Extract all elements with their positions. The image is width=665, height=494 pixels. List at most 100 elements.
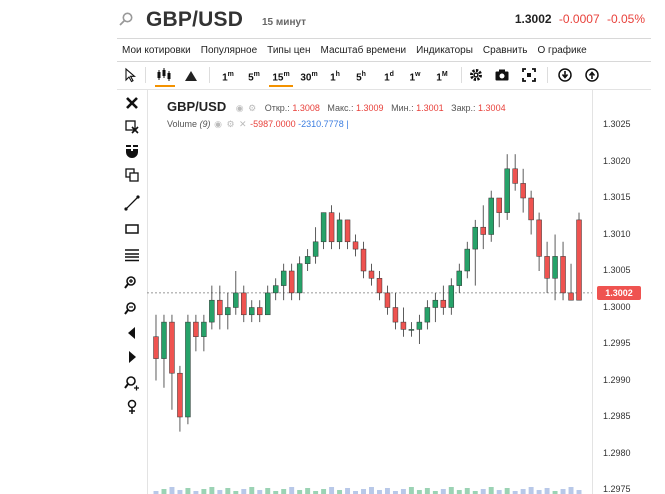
- candle: [177, 365, 183, 432]
- candle: [400, 307, 407, 337]
- interval-5h[interactable]: 5h: [356, 71, 366, 84]
- interval-1d[interactable]: 1d: [384, 71, 394, 84]
- fibonacci-lines-icon[interactable]: [123, 246, 141, 264]
- candle: [201, 314, 207, 352]
- interval-1h[interactable]: 1h: [330, 71, 340, 84]
- price-axis[interactable]: 1.3025 1.3020 1.3015 1.3010 1.3005 1.3000 1.29…: [592, 90, 651, 494]
- candle: [344, 219, 351, 250]
- price-tick-label: 1.3020: [603, 155, 631, 166]
- menu-about-chart[interactable]: О графике: [537, 44, 587, 56]
- remove-drawing-icon[interactable]: [123, 118, 141, 136]
- settings-gear-icon[interactable]: [468, 65, 484, 85]
- fullscreen-icon[interactable]: [521, 65, 537, 85]
- menu-compare[interactable]: Сравнить: [482, 44, 528, 56]
- zoom-reset-icon[interactable]: [123, 374, 141, 392]
- camera-icon[interactable]: [494, 65, 510, 85]
- chart-legend: GBP/USD ◉ ⚙ Откр.: 1.3008 Макс.: 1.3009 …: [167, 99, 506, 114]
- menu-price-types[interactable]: Типы цен: [267, 44, 311, 56]
- interval-1w[interactable]: 1w: [409, 71, 421, 84]
- toolbar-separator: [209, 67, 210, 83]
- scroll-left-icon[interactable]: [123, 324, 141, 342]
- candle: [161, 314, 167, 388]
- candle: [360, 241, 367, 279]
- volume-bar: [520, 489, 526, 494]
- volume-period: (9): [199, 119, 211, 129]
- menu-my-quotes[interactable]: Мои котировки: [122, 44, 191, 56]
- candle: [225, 292, 231, 330]
- candle: [472, 219, 478, 286]
- upload-cloud-icon[interactable]: [584, 65, 600, 85]
- zoom-in-icon[interactable]: [123, 274, 141, 292]
- volume-bar: [568, 487, 574, 494]
- interval-1M[interactable]: 1M: [436, 71, 448, 84]
- visibility-eye-icon[interactable]: ◉: [214, 119, 222, 129]
- interval-15m[interactable]: 15m: [269, 65, 293, 87]
- candle: [456, 263, 463, 293]
- volume-bar: [361, 489, 366, 494]
- quote-summary: 1.3002 -0.0007 -0.05%: [515, 12, 645, 26]
- visibility-eye-icon[interactable]: ◉: [235, 103, 244, 113]
- price-tick-label: 1.2995: [603, 338, 631, 348]
- area-chart-icon[interactable]: [183, 65, 199, 85]
- volume-bar: [424, 488, 430, 494]
- candle: [288, 263, 295, 301]
- zoom-out-icon[interactable]: [123, 300, 141, 318]
- candle: [209, 285, 215, 330]
- volume-bar: [576, 490, 582, 494]
- volume-bar: [337, 490, 343, 494]
- candle: [304, 249, 311, 271]
- legend-high-label: Макс.:: [327, 103, 354, 113]
- menu-popular[interactable]: Популярное: [200, 44, 258, 56]
- trend-line-icon[interactable]: [123, 194, 141, 212]
- candle: [552, 234, 558, 301]
- settings-gear-icon[interactable]: ⚙: [248, 103, 257, 113]
- candle: [408, 322, 415, 337]
- volume-bar: [456, 490, 462, 494]
- interval-30m[interactable]: 30m: [300, 71, 318, 84]
- interval-5m[interactable]: 5m: [248, 71, 260, 84]
- magnet-icon[interactable]: [123, 142, 141, 160]
- volume-bar: [281, 489, 287, 494]
- legend-open-value: 1.3008: [292, 103, 320, 113]
- volume-bar: [400, 489, 406, 494]
- volume-bar: [536, 490, 542, 494]
- volume-bar: [201, 489, 207, 494]
- candle: [169, 314, 175, 410]
- menu-indicators[interactable]: Индикаторы: [416, 44, 473, 56]
- instrument-title: GBP/USD: [146, 8, 244, 31]
- legend-open-label: Откр.:: [264, 103, 290, 113]
- volume-cursor-bar: |: [346, 119, 349, 129]
- candle: [352, 234, 359, 257]
- layers-icon[interactable]: [123, 166, 141, 184]
- candle: [496, 197, 502, 228]
- candle: [257, 300, 263, 323]
- candlestick-chart-icon[interactable]: [155, 65, 175, 87]
- price-tick-label: 1.2985: [603, 411, 631, 421]
- candle: [432, 292, 439, 323]
- volume-bar: [353, 491, 359, 494]
- scroll-right-icon[interactable]: [123, 348, 141, 366]
- settings-gear-icon[interactable]: ⚙: [226, 119, 235, 129]
- close-icon[interactable]: [123, 94, 141, 112]
- download-cloud-icon[interactable]: [557, 65, 573, 85]
- legend-low-value: 1.3001: [416, 103, 444, 113]
- legend-low-label: Мин.:: [391, 103, 414, 113]
- volume-bar: [161, 489, 167, 494]
- volume-bar: [440, 489, 446, 494]
- close-icon[interactable]: ✕: [239, 119, 247, 129]
- volume-bar: [512, 491, 518, 494]
- volume-bar: [289, 487, 295, 494]
- menu-time-scale[interactable]: Масштаб времени: [320, 44, 407, 56]
- rectangle-icon[interactable]: [123, 220, 141, 238]
- zoom-fit-icon[interactable]: [123, 398, 141, 416]
- volume-bar: [528, 487, 534, 494]
- candlestick-chart[interactable]: [147, 90, 592, 494]
- cursor-icon[interactable]: [123, 65, 137, 85]
- candle: [280, 263, 287, 301]
- search-icon[interactable]: [118, 11, 134, 27]
- candle: [528, 190, 534, 235]
- candle: [568, 263, 574, 301]
- interval-1m[interactable]: 1m: [222, 71, 234, 84]
- volume-bar: [416, 490, 422, 494]
- volume-ma-value: -2310.7778: [298, 119, 344, 129]
